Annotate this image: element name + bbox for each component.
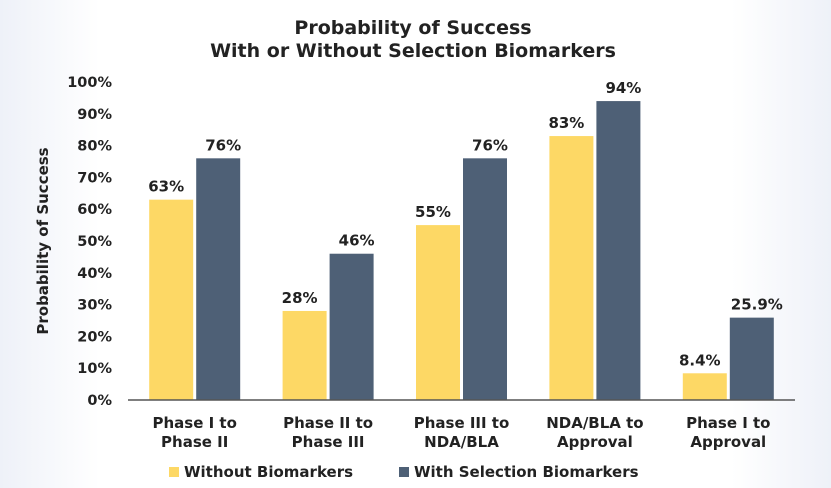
data-label: 55% [415, 203, 451, 221]
y-tick-label: 50% [77, 234, 112, 250]
bar-with-selection-biomarkers [596, 101, 641, 400]
y-axis-label: Probability of Success [34, 147, 52, 334]
x-tick-label: Phase I to [686, 414, 770, 432]
data-label: 28% [282, 289, 318, 307]
chart-title-line-1: Probability of Success [294, 17, 531, 39]
data-label: 25.9% [731, 296, 783, 314]
legend-label: Without Biomarkers [184, 463, 353, 481]
x-tick-label: Phase III to [414, 414, 510, 432]
legend: Without Biomarkers With Selection Biomark… [169, 463, 639, 481]
legend-swatch [399, 467, 409, 477]
x-tick-label: Phase II [161, 433, 228, 451]
x-tick-label: NDA/BLA [424, 433, 499, 451]
y-tick-label: 0% [87, 393, 112, 409]
y-axis-ticks: 0% 10% 20% 30% 40% 50% 60% 70% 80% 90% 100% [67, 75, 112, 409]
bars [149, 101, 774, 400]
legend-label: With Selection Biomarkers [414, 463, 639, 481]
data-label: 76% [472, 136, 508, 154]
bar-without-biomarkers [549, 136, 594, 400]
y-tick-label: 60% [77, 202, 112, 218]
x-tick-label: Approval [557, 433, 633, 451]
x-tick-label: Phase II to [283, 414, 373, 432]
legend-swatch [169, 467, 179, 477]
bar-without-biomarkers [282, 310, 327, 400]
data-label: 83% [548, 114, 584, 132]
x-tick-label: Approval [690, 433, 766, 451]
y-tick-label: 20% [77, 329, 112, 345]
data-label: 76% [205, 136, 241, 154]
x-tick-label: Phase I to [152, 414, 236, 432]
y-tick-label: 10% [77, 361, 112, 377]
y-tick-label: 40% [77, 266, 112, 282]
data-label: 8.4% [679, 351, 721, 369]
bar-without-biomarkers [149, 199, 194, 400]
data-label: 63% [148, 178, 184, 196]
bar-without-biomarkers [416, 225, 460, 400]
bar-with-selection-biomarkers [463, 158, 507, 400]
bar-with-selection-biomarkers [329, 253, 374, 400]
x-tick-label: Phase III [292, 433, 365, 451]
y-tick-label: 30% [77, 298, 112, 314]
bar-without-biomarkers [682, 373, 727, 400]
chart-title: Probability of Success With or Without S… [210, 17, 616, 62]
y-tick-label: 100% [67, 75, 112, 91]
data-label: 94% [605, 79, 641, 97]
bar-with-selection-biomarkers [729, 317, 774, 400]
y-tick-label: 80% [77, 139, 112, 155]
y-tick-label: 70% [77, 170, 112, 186]
bar-with-selection-biomarkers [196, 158, 241, 400]
chart-title-line-2: With or Without Selection Biomarkers [210, 40, 616, 62]
data-label: 46% [339, 232, 375, 250]
y-tick-label: 90% [77, 107, 112, 123]
data-labels: 63% 76% 28% 46% 55% 76% 83% 94% 8.4% 25.9% [148, 79, 783, 369]
x-tick-label: NDA/BLA to [546, 414, 643, 432]
